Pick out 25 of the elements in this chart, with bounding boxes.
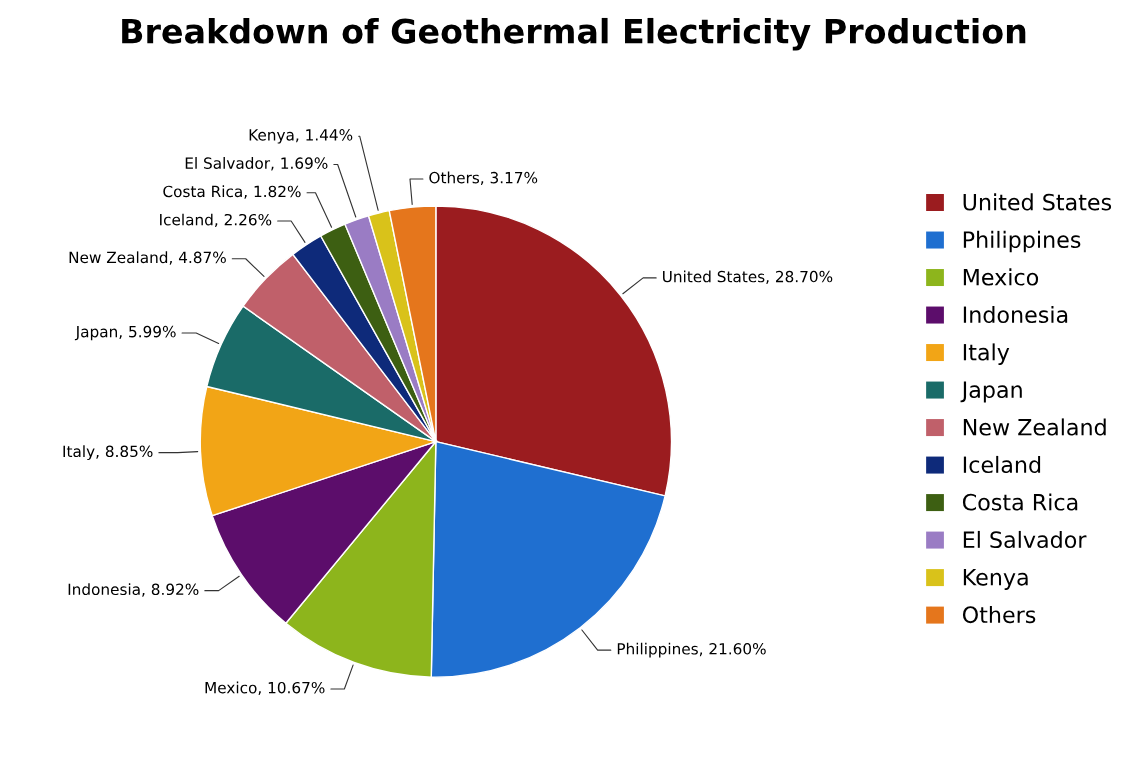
data-label: Kenya, 1.44% [249, 129, 353, 144]
data-label: Japan, 5.99% [74, 325, 176, 341]
legend-label: Iceland [963, 455, 1041, 474]
data-label: El Salvador, 1.69% [185, 157, 328, 171]
legend-label: New Zealand [963, 418, 1106, 436]
legend-label: Mexico [963, 268, 1039, 286]
data-label: Italy, 8.85% [63, 445, 153, 461]
legend-label: El Salvador [963, 530, 1087, 549]
data-label: Costa Rica, 1.82% [163, 185, 301, 199]
data-label: Others, 3.17% [429, 171, 538, 185]
chart-title: Breakdown of Geothermal Electricity Production [122, 17, 1026, 51]
legend-label: Italy [963, 343, 1010, 365]
data-label: Philippines, 21.60% [617, 642, 766, 658]
data-label: Iceland, 2.26% [160, 213, 272, 228]
legend-label: Indonesia [963, 305, 1068, 324]
legend-label: Philippines [963, 230, 1081, 253]
data-label: Indonesia, 8.92% [68, 583, 199, 597]
legend-label: Others [962, 605, 1036, 624]
data-label: Mexico, 10.67% [205, 681, 325, 695]
data-label: United States, 28.70% [663, 270, 833, 284]
data-label: New Zealand, 4.87% [69, 251, 226, 265]
legend-label: Costa Rica [962, 493, 1078, 511]
legend-label: Kenya [963, 569, 1028, 590]
legend-label: Japan [960, 381, 1022, 403]
legend-label: United States [963, 193, 1112, 211]
